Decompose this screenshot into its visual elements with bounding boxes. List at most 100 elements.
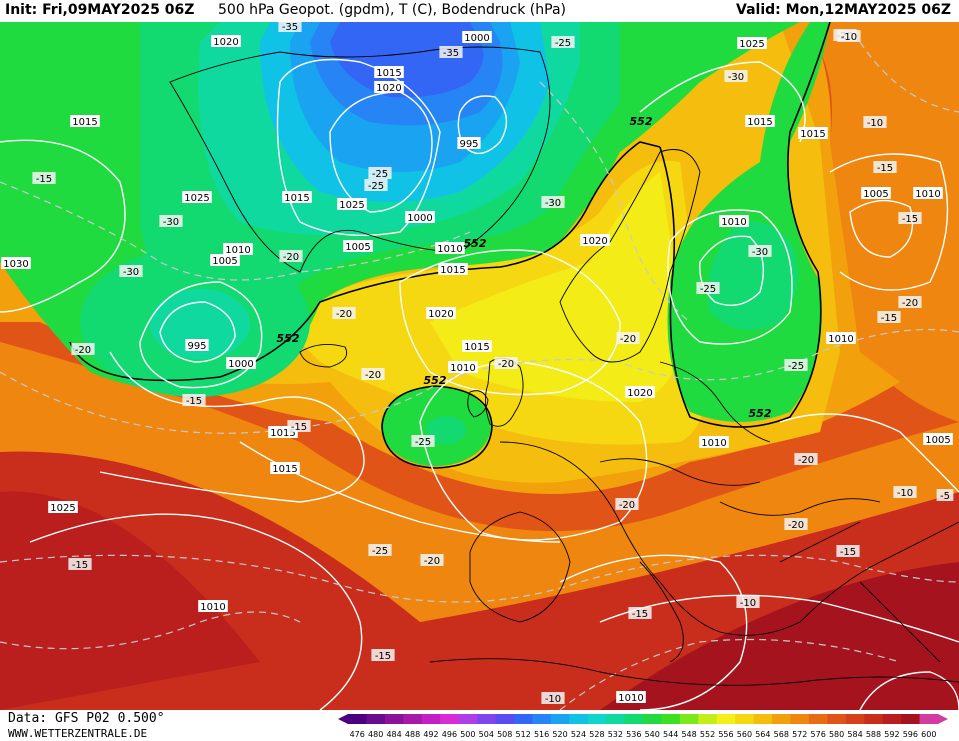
svg-text:1010: 1010 xyxy=(200,602,225,613)
legend-label: 480 xyxy=(368,730,383,739)
temperature-label: -30 xyxy=(748,245,772,258)
border-2 xyxy=(719,498,881,516)
temperature-label: -15 xyxy=(898,212,922,225)
legend-swatch xyxy=(845,714,865,724)
color-legend: 476 480 484 488 492 496 500 504 508 512 516 520 524 5… xyxy=(338,714,948,739)
legend-label: 584 xyxy=(847,730,862,739)
legend-label: 536 xyxy=(626,730,641,739)
svg-text:1020: 1020 xyxy=(428,309,453,320)
svg-text:-30: -30 xyxy=(163,217,179,228)
legend-swatch xyxy=(477,714,496,724)
geopotential-label: 552 xyxy=(749,407,772,420)
legend-swatch xyxy=(569,714,589,724)
legend-arrow-left xyxy=(338,714,348,724)
temperature-label: -10 xyxy=(893,486,917,499)
coastlines xyxy=(169,46,959,686)
legend-swatch xyxy=(624,714,644,724)
chart-footer: Data: GFS P02 0.500° WWW.WETTERZENTRALE.… xyxy=(0,710,959,741)
temperature-label: -30 xyxy=(724,70,748,83)
svg-text:-15: -15 xyxy=(72,560,88,571)
temperature-label: -20 xyxy=(279,250,303,263)
coast-scandinavia xyxy=(559,149,701,363)
temperature-label: -20 xyxy=(616,332,640,345)
pressure-label: 1015 xyxy=(462,340,492,353)
legend-swatch xyxy=(753,714,773,724)
legend-swatch xyxy=(513,714,533,724)
isobar-15 xyxy=(829,153,949,291)
svg-text:-20: -20 xyxy=(498,359,514,370)
pressure-label: 1020 xyxy=(374,81,404,94)
svg-text:1010: 1010 xyxy=(618,693,643,704)
svg-text:1015: 1015 xyxy=(747,117,772,128)
temperature-label: -25 xyxy=(696,282,720,295)
svg-text:1025: 1025 xyxy=(184,193,209,204)
band-light-yellow xyxy=(430,172,682,402)
svg-text:1010: 1010 xyxy=(915,189,940,200)
isobar-1 xyxy=(0,139,126,313)
svg-text:-15: -15 xyxy=(877,163,893,174)
svg-text:1015: 1015 xyxy=(270,428,295,439)
svg-text:-30: -30 xyxy=(752,247,768,258)
coast-italy xyxy=(639,561,684,663)
legend-label: 548 xyxy=(681,730,696,739)
svg-text:1010: 1010 xyxy=(828,334,853,345)
svg-text:1010: 1010 xyxy=(701,438,726,449)
legend-label: 580 xyxy=(829,730,844,739)
temperature-label: -10 xyxy=(837,30,861,43)
pressure-label: 1025 xyxy=(48,501,78,514)
temperature-label: -25 xyxy=(784,359,808,372)
svg-text:995: 995 xyxy=(459,139,478,150)
pressure-label: 1015 xyxy=(798,127,828,140)
svg-text:1025: 1025 xyxy=(50,503,75,514)
svg-text:1010: 1010 xyxy=(450,363,475,374)
isotherm-4 xyxy=(539,81,691,323)
temperature-label: -20 xyxy=(794,453,818,466)
pressure-label: 1030 xyxy=(1,257,31,270)
temperature-label: -15 xyxy=(836,545,860,558)
isobar-18 xyxy=(779,413,959,493)
svg-text:-20: -20 xyxy=(283,252,299,263)
low-ireland-inner xyxy=(426,416,466,444)
legend-swatch xyxy=(532,714,552,724)
legend-label: 520 xyxy=(552,730,567,739)
isobar-9 xyxy=(399,249,621,396)
temperature-label: -10 xyxy=(541,692,565,705)
legend-swatch xyxy=(698,714,718,724)
temperature-label: -15 xyxy=(182,394,206,407)
isobar-6 xyxy=(329,91,433,213)
legend-swatch xyxy=(919,714,939,724)
svg-text:1020: 1020 xyxy=(627,388,652,399)
legend-label: 572 xyxy=(792,730,807,739)
website: WWW.WETTERZENTRALE.DE xyxy=(8,727,148,740)
svg-text:1015: 1015 xyxy=(284,193,309,204)
temperature-label: -20 xyxy=(615,498,639,511)
geopotential-label: 552 xyxy=(277,332,300,345)
pressure-label: 1005 xyxy=(343,240,373,253)
legend-swatch xyxy=(808,714,828,724)
svg-text:1015: 1015 xyxy=(464,342,489,353)
band-orange-ne xyxy=(800,22,959,422)
border-4 xyxy=(859,581,941,663)
legend-label: 484 xyxy=(386,730,401,739)
legend-swatch xyxy=(384,714,404,724)
legend-swatch xyxy=(790,714,810,724)
legend-swatch xyxy=(495,714,515,724)
init-time: Init: Fri,09MAY2025 06Z xyxy=(5,2,195,18)
pressure-label: 1025 xyxy=(182,191,212,204)
pressure-label: 995 xyxy=(185,339,209,352)
svg-text:1015: 1015 xyxy=(272,464,297,475)
legend-swatch xyxy=(679,714,699,724)
pressure-label: 1010 xyxy=(826,332,856,345)
svg-text:-10: -10 xyxy=(867,118,883,129)
border-1 xyxy=(599,458,761,486)
pressure-label: 1015 xyxy=(374,66,404,79)
temperature-label: -25 xyxy=(411,435,435,448)
svg-text:995: 995 xyxy=(187,341,206,352)
svg-text:-15: -15 xyxy=(881,313,897,324)
pressure-label: 1010 xyxy=(616,691,646,704)
legend-label: 532 xyxy=(608,730,623,739)
svg-text:1030: 1030 xyxy=(3,259,28,270)
temperature-label: -5 xyxy=(936,489,954,502)
svg-text:-15: -15 xyxy=(632,609,648,620)
legend-swatch xyxy=(772,714,791,724)
